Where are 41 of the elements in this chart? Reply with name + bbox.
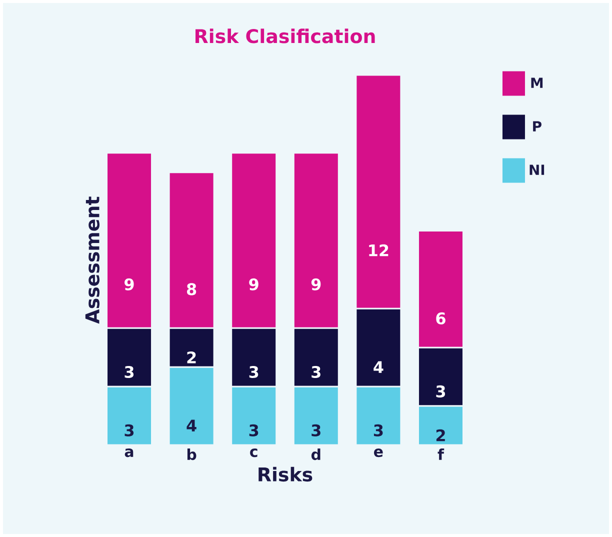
data-label: 3 [249, 366, 258, 378]
bar [231, 386, 276, 445]
bar [356, 386, 401, 445]
x-tick-label: f [438, 448, 444, 460]
x-tick-label: e [374, 448, 383, 458]
bar [294, 386, 339, 445]
bar [168, 172, 215, 329]
legend-label: P [533, 121, 542, 132]
data-label: 9 [124, 278, 134, 290]
data-label: 9 [249, 278, 258, 290]
data-label: 8 [186, 283, 196, 296]
data-label: 9 [311, 278, 321, 290]
chart-title: Risk Clasification [196, 28, 375, 44]
bar [106, 152, 153, 329]
data-label: 3 [124, 424, 134, 436]
bar [230, 152, 278, 329]
bar [417, 230, 464, 348]
bar [106, 386, 152, 445]
bar [169, 367, 214, 445]
legend-label: M [531, 78, 543, 88]
data-label: 12 [369, 244, 388, 256]
x-tick-label: c [250, 448, 258, 458]
data-label: 4 [374, 361, 384, 373]
data-label: 3 [312, 366, 320, 378]
data-label: 3 [249, 424, 258, 436]
data-label: 2 [187, 351, 196, 364]
data-label: 3 [436, 385, 446, 398]
y-axis-title: Assessment [85, 196, 100, 324]
data-label: 3 [374, 424, 383, 436]
bar [292, 152, 340, 329]
data-label: 3 [124, 366, 134, 378]
data-label: 3 [312, 424, 320, 436]
x-tick-label: d [311, 448, 320, 460]
legend-label: NI [530, 164, 544, 175]
bar [355, 74, 402, 310]
x-tick-label: a [124, 448, 134, 458]
data-label: 2 [436, 429, 445, 442]
x-tick-label: b [187, 448, 196, 460]
data-label: 4 [186, 420, 196, 432]
data-label: 6 [436, 312, 446, 324]
x-axis-title: Risks [258, 466, 312, 482]
